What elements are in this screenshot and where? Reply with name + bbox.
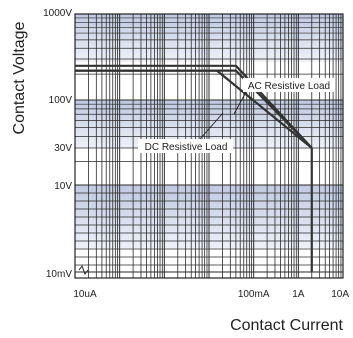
x-axis-title: Contact Current [230, 317, 343, 334]
y-axis-title: Contact Voltage [11, 21, 28, 134]
y-tick-label: 10mV [46, 269, 72, 280]
dc-leader [199, 112, 224, 140]
y-tick-label: 1000V [43, 8, 72, 19]
y-tick-label: 10V [54, 181, 72, 192]
series-line-0 [75, 64, 313, 149]
x-tick-label: 10uA [73, 289, 97, 300]
x-tick-label: 1A [292, 289, 305, 300]
plot-frame [74, 13, 344, 279]
dc-label-bg [138, 139, 233, 153]
y-tick-label: 100V [49, 95, 73, 106]
ac-label: AC Resistive Load [248, 81, 330, 92]
x-tick-label: 100mA [238, 289, 270, 300]
dc-label: DC Resistive Load [145, 142, 228, 153]
ac-leader [233, 91, 247, 115]
series-line-2 [75, 69, 313, 149]
y-tick-label: 30V [54, 143, 72, 154]
ac-label-bg [243, 78, 335, 92]
curves [75, 64, 313, 272]
x-tick-label: 10A [331, 289, 349, 300]
annotations: AC Resistive Load DC Resistive Load [138, 78, 335, 153]
axis-break-mark [78, 264, 89, 276]
